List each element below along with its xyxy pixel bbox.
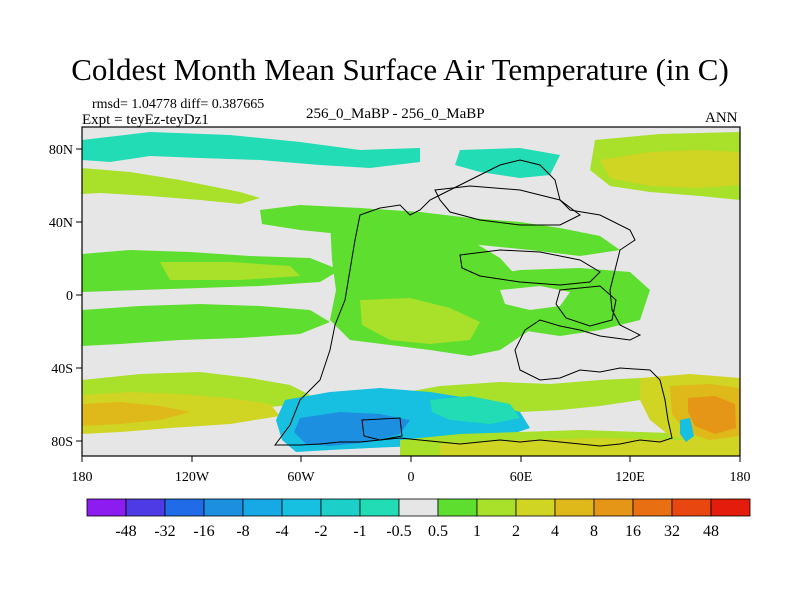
lon-label-120w: 120W xyxy=(175,470,210,485)
plot-title: Coldest Month Mean Surface Air Temperatu… xyxy=(71,52,729,87)
lon-label-60w: 60W xyxy=(287,470,315,485)
lon-label-60e: 60E xyxy=(510,470,533,485)
colorbar-swatch xyxy=(515,498,556,517)
colorbar-label: -2 xyxy=(314,523,327,540)
colorbar-label: -1 xyxy=(353,523,366,540)
colorbar-swatch xyxy=(398,498,439,517)
lon-label-120e: 120E xyxy=(615,470,645,485)
lon-label-180w: 180 xyxy=(72,470,93,485)
colorbar-swatch xyxy=(632,498,673,517)
field-central-core xyxy=(360,298,480,344)
field-pacific-band-core xyxy=(160,262,300,280)
colorbar-label: -16 xyxy=(193,523,214,540)
colorbar-swatch xyxy=(242,498,283,517)
colorbar-swatch xyxy=(476,498,517,517)
colorbar-label: -8 xyxy=(236,523,249,540)
field-east-pacific xyxy=(82,304,330,346)
colorbar-swatch xyxy=(359,498,400,517)
field-se-cold-sliver xyxy=(680,418,694,442)
field-east-continent-gap xyxy=(500,286,570,310)
field-south-west-gold xyxy=(82,402,190,426)
rmsd-diff-text: rmsd= 1.04778 diff= 0.387665 xyxy=(92,97,265,112)
lon-label-180e: 180 xyxy=(730,470,751,485)
colorbar-swatch xyxy=(203,498,244,517)
continent-outline xyxy=(274,159,673,447)
colorbar-swatch xyxy=(437,498,478,517)
colorbar-label: 16 xyxy=(625,523,641,540)
lat-label-80s: 80S xyxy=(51,435,73,450)
colorbar-label: 4 xyxy=(551,523,559,540)
field-north-pacific-band xyxy=(82,168,260,204)
colorbar-label: -0.5 xyxy=(386,523,411,540)
colorbar-swatch xyxy=(125,498,166,517)
lat-label-80n: 80N xyxy=(49,143,73,158)
map-fields xyxy=(82,127,740,456)
field-southern-floor-core xyxy=(440,438,740,456)
colorbar-label: 8 xyxy=(590,523,598,540)
lat-label-40n: 40N xyxy=(49,216,73,231)
colorbar-label: 48 xyxy=(703,523,719,540)
colorbar-swatch xyxy=(671,498,712,517)
colorbar-label: 0.5 xyxy=(428,523,448,540)
field-se-orange xyxy=(688,396,736,434)
interior-outline-central xyxy=(459,249,601,286)
lat-axis: 80N 40N 0 40S 80S xyxy=(49,143,82,450)
field-ne-asia-core xyxy=(600,150,740,188)
colorbar-swatch xyxy=(710,498,751,517)
interior-outline-antarctic-inset xyxy=(361,417,403,441)
colorbar-swatch xyxy=(593,498,634,517)
interior-outline-north xyxy=(434,185,581,226)
colorbar-label: 2 xyxy=(512,523,520,540)
experiment-label: Expt = teyEz-teyDz1 xyxy=(82,112,209,128)
field-arctic-north xyxy=(82,132,420,168)
colorbar-swatch xyxy=(86,498,127,517)
lon-label-0: 0 xyxy=(408,470,415,485)
field-antarctic-colder xyxy=(294,412,410,446)
colorbar-label: -48 xyxy=(115,523,136,540)
colorbar-swatch xyxy=(320,498,361,517)
colorbar-label: 32 xyxy=(664,523,680,540)
colorbar-label: -32 xyxy=(154,523,175,540)
colorbar-label: 1 xyxy=(473,523,481,540)
field-antarctic-fringe xyxy=(430,396,520,424)
colorbar-swatch xyxy=(164,498,205,517)
interior-outline-east xyxy=(555,285,617,327)
colorbar-swatch xyxy=(281,498,322,517)
colorbar-label: -4 xyxy=(275,523,288,540)
lat-label-0: 0 xyxy=(66,289,73,304)
colorbar: -48 -32 -16 -8 -4 -2 -1 -0.5 0.5 1 2 4 8 16 32 48 xyxy=(86,498,751,540)
season-label: ANN xyxy=(705,110,738,126)
comparison-label: 256_0_MaBP - 256_0_MaBP xyxy=(306,106,485,122)
lon-axis: 180 120W 60W 0 60E 120E 180 xyxy=(72,456,751,485)
lat-label-40s: 40S xyxy=(51,362,73,377)
colorbar-swatch xyxy=(554,498,595,517)
